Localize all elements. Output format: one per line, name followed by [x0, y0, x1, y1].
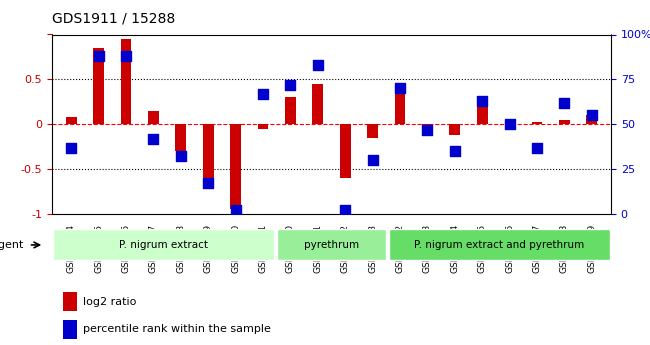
Bar: [340, 124, 351, 178]
Point: [285, 82, 296, 88]
Point: [340, 208, 350, 213]
Point: [230, 208, 240, 213]
Text: P. nigrum extract and pyrethrum: P. nigrum extract and pyrethrum: [414, 240, 584, 250]
Point: [477, 98, 488, 104]
Point: [450, 148, 460, 154]
Bar: [449, 124, 460, 135]
Bar: [63, 292, 77, 311]
Bar: [312, 84, 323, 124]
Bar: [559, 120, 570, 124]
Point: [94, 53, 104, 59]
Point: [395, 86, 405, 91]
Text: P. nigrum extract: P. nigrum extract: [120, 240, 208, 250]
Bar: [148, 111, 159, 124]
Bar: [176, 124, 187, 151]
Point: [176, 154, 186, 159]
FancyBboxPatch shape: [53, 229, 274, 260]
Bar: [476, 105, 488, 124]
FancyBboxPatch shape: [389, 229, 610, 260]
Bar: [257, 124, 268, 129]
Point: [66, 145, 77, 150]
Bar: [120, 39, 131, 124]
Bar: [586, 115, 597, 124]
Point: [121, 53, 131, 59]
Point: [148, 136, 159, 141]
Bar: [285, 97, 296, 124]
Bar: [203, 124, 214, 183]
Text: agent: agent: [0, 240, 23, 250]
Bar: [422, 124, 433, 129]
Point: [258, 91, 268, 97]
Bar: [230, 124, 241, 209]
Text: GDS1911 / 15288: GDS1911 / 15288: [52, 12, 176, 26]
Bar: [395, 93, 406, 124]
Bar: [367, 124, 378, 138]
Bar: [63, 320, 77, 339]
Point: [422, 127, 433, 132]
Text: percentile rank within the sample: percentile rank within the sample: [83, 325, 270, 334]
Point: [532, 145, 542, 150]
Text: pyrethrum: pyrethrum: [304, 240, 359, 250]
Point: [367, 157, 378, 163]
Bar: [532, 122, 543, 124]
Point: [504, 121, 515, 127]
Point: [586, 112, 597, 118]
FancyBboxPatch shape: [277, 229, 386, 260]
Bar: [66, 117, 77, 124]
Point: [559, 100, 569, 106]
Text: log2 ratio: log2 ratio: [83, 297, 136, 306]
Bar: [93, 48, 104, 124]
Point: [203, 181, 213, 186]
Point: [313, 62, 323, 68]
